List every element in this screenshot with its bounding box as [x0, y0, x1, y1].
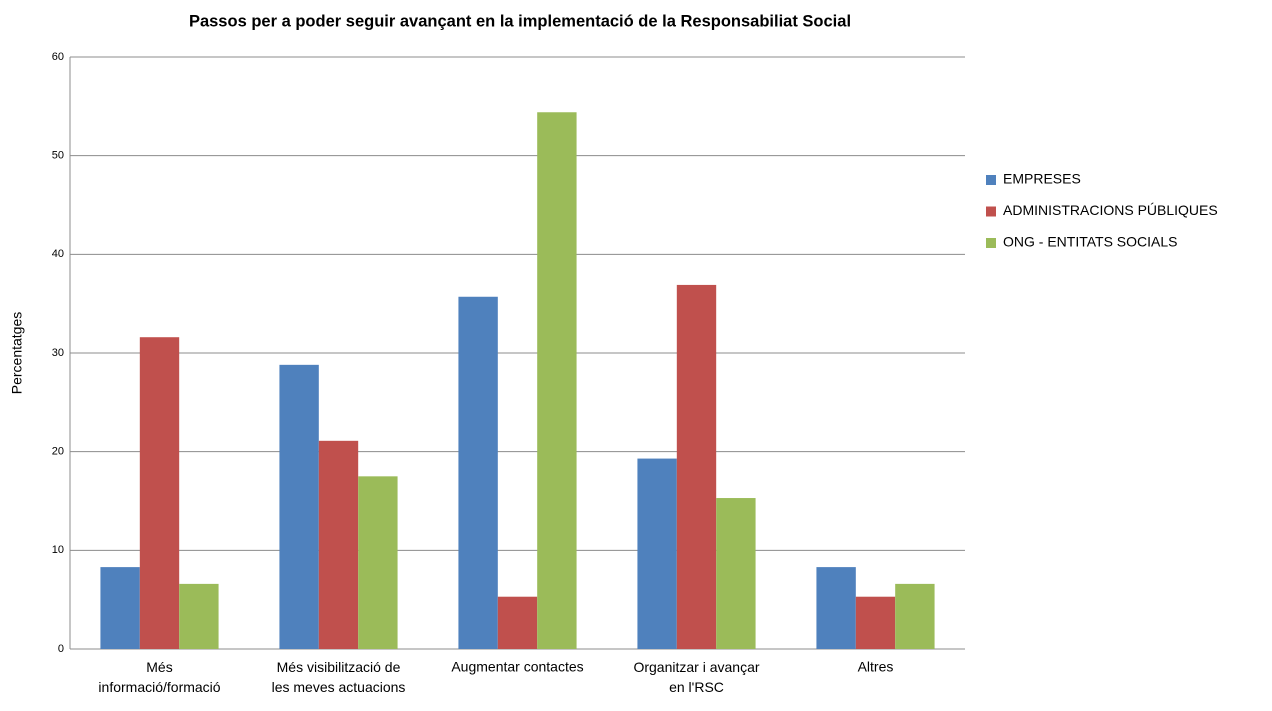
y-tick-label: 60	[52, 51, 64, 63]
bar	[279, 364, 319, 649]
bar	[637, 458, 677, 649]
bar	[318, 440, 359, 649]
y-tick-label: 20	[52, 446, 64, 458]
bar	[537, 112, 577, 649]
legend-label: ONG - ENTITATS SOCIALS	[1003, 234, 1178, 250]
bar	[139, 337, 180, 649]
bar	[179, 583, 219, 649]
chart-title: Passos per a poder seguir avançant en la…	[189, 12, 851, 30]
y-tick-label: 50	[52, 150, 64, 162]
bar	[816, 567, 856, 649]
bar	[497, 596, 538, 649]
x-tick-label: Augmentar contactes	[451, 659, 583, 675]
x-tick-label: Altres	[858, 659, 894, 675]
x-tick-label: Més visibilització de les meves actuacion…	[272, 659, 406, 695]
x-tick-label: Més informació/formació	[98, 659, 220, 695]
legend-swatch	[986, 206, 996, 217]
y-tick-label: 30	[52, 347, 64, 359]
y-tick-label: 40	[52, 248, 64, 260]
legend-swatch	[986, 175, 996, 185]
legend-label: ADMINISTRACIONS PÚBLIQUES	[1003, 202, 1218, 218]
bar	[100, 567, 140, 649]
bar	[855, 596, 896, 649]
bar	[458, 296, 498, 649]
bar	[716, 498, 756, 649]
bar	[676, 284, 717, 649]
legend-swatch	[986, 238, 996, 248]
legend-label: EMPRESES	[1003, 171, 1081, 187]
y-tick-label: 10	[52, 544, 64, 556]
y-tick-label: 0	[58, 643, 64, 655]
y-axis-label: Percentatges	[9, 312, 25, 395]
x-tick-label: Organitzar i avançar en l'RSC	[633, 659, 759, 695]
bar	[358, 476, 398, 649]
bar	[895, 583, 935, 649]
